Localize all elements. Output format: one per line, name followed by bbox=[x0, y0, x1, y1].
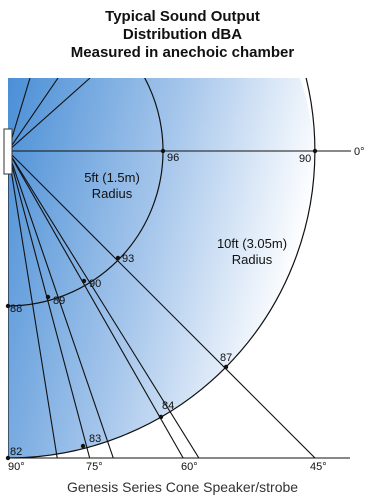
outer-radius-label: 10ft (3.05m) bbox=[217, 236, 287, 251]
inner-value-2: 90 bbox=[89, 278, 101, 290]
title-line-2: Distribution dBA bbox=[122, 26, 243, 43]
inner-value-4: 88 bbox=[10, 303, 22, 315]
angle-label-75: 75° bbox=[86, 461, 103, 473]
inner-radius-label: 5ft (1.5m) bbox=[84, 170, 140, 185]
caption: Genesis Series Cone Speaker/strobe bbox=[66, 479, 299, 495]
outer-value-3: 83 bbox=[89, 433, 101, 445]
radial-45 bbox=[8, 150, 316, 458]
radial-60 bbox=[8, 150, 184, 458]
title-line-3: Measured in anechoic chamber bbox=[70, 44, 295, 61]
angle-label-0: 0° bbox=[354, 146, 365, 158]
radial-75 bbox=[8, 150, 91, 458]
measurement-points bbox=[5, 148, 318, 461]
angle-label-90: 90° bbox=[8, 461, 25, 473]
radial-lines bbox=[8, 150, 351, 458]
outer-value-2: 84 bbox=[162, 400, 174, 412]
radial-30 bbox=[8, 150, 200, 458]
angle-label-45: 45° bbox=[310, 461, 327, 473]
outer-value-4: 82 bbox=[10, 446, 22, 458]
inner-radius-sublabel: Radius bbox=[92, 186, 133, 201]
inner-value-0: 96 bbox=[167, 152, 179, 164]
radial-ext-b bbox=[8, 150, 58, 458]
angle-label-60: 60° bbox=[181, 461, 198, 473]
inner-value-3: 89 bbox=[53, 295, 65, 307]
inner-value-1: 93 bbox=[122, 253, 134, 265]
speaker-icon bbox=[3, 128, 13, 175]
outer-radius-sublabel: Radius bbox=[232, 252, 273, 267]
title-line-1: Typical Sound Output bbox=[105, 8, 260, 25]
outer-value-1: 87 bbox=[220, 352, 232, 364]
radial-ext-a bbox=[8, 150, 114, 458]
diagram-title: Typical Sound Output Distribution dBA Me… bbox=[0, 8, 365, 62]
outer-value-0: 90 bbox=[299, 153, 311, 165]
